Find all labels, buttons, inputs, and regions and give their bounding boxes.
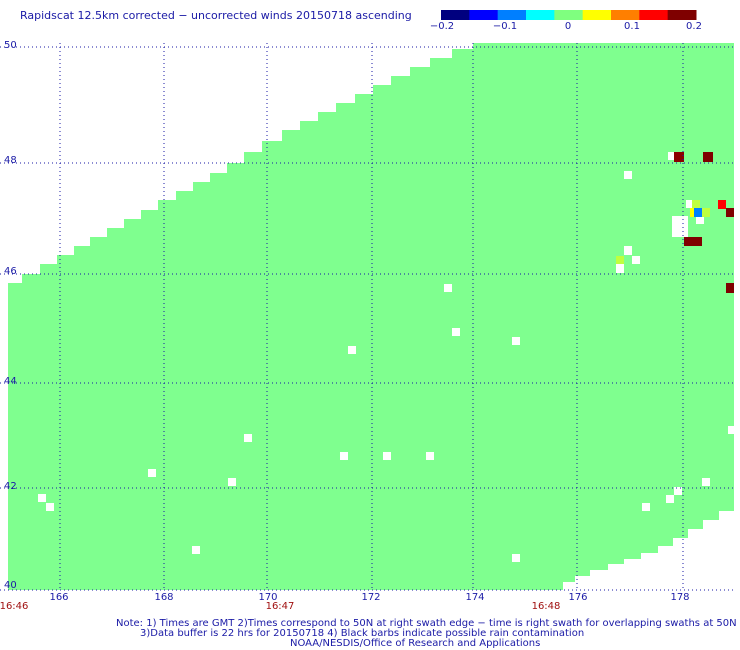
missing-data-cell	[148, 469, 156, 477]
longitude-label: 166	[49, 592, 69, 603]
missing-data-cell	[624, 171, 632, 179]
missing-data-cell	[348, 346, 356, 354]
missing-data-cell	[228, 478, 236, 486]
missing-data-cell	[38, 494, 46, 502]
time-label: 16:47	[265, 601, 295, 612]
longitude-label: 178	[670, 592, 690, 603]
missing-data-cell	[624, 246, 632, 255]
longitude-label: 174	[465, 592, 485, 603]
map-title: Rapidscat 12.5km corrected − uncorrected…	[20, 9, 412, 22]
colorbar-tick-label: 0	[564, 21, 572, 32]
colorbar-segment	[611, 10, 640, 20]
missing-data-cell	[452, 328, 460, 336]
missing-data-cell	[46, 503, 54, 511]
missing-data-cell	[632, 256, 640, 264]
wind-difference-cell	[692, 200, 700, 208]
longitude-label: 170	[258, 592, 278, 603]
colorbar	[441, 10, 697, 20]
latitude-label: 50	[4, 40, 17, 51]
missing-data-cell	[696, 216, 704, 224]
missing-data-cell	[512, 554, 520, 562]
missing-data-cell	[686, 200, 694, 208]
colorbar-segment	[526, 10, 555, 20]
missing-data-cell	[668, 152, 676, 160]
wind-difference-cell	[694, 208, 702, 217]
note-line: NOAA/NESDIS/Office of Research and Appli…	[290, 638, 541, 649]
missing-data-cell	[444, 284, 452, 292]
longitude-label: 172	[361, 592, 381, 603]
wind-difference-cell	[702, 208, 710, 217]
missing-data-cell	[340, 452, 348, 460]
colorbar-tick-label: −0.1	[492, 21, 518, 32]
colorbar-segment	[441, 10, 470, 20]
missing-data-cell	[702, 478, 710, 486]
colorbar-segment	[554, 10, 584, 20]
colorbar-segment	[469, 10, 499, 20]
missing-data-cell	[383, 452, 391, 460]
longitude-label: 168	[154, 592, 174, 603]
latitude-label: 42	[4, 481, 17, 492]
swath-coverage	[8, 43, 734, 590]
colorbar-tick-label: 0.1	[624, 21, 640, 32]
missing-data-cell	[426, 452, 434, 460]
wind-difference-cell	[726, 208, 734, 217]
colorbar-segment	[667, 10, 697, 20]
colorbar-tick-label: −0.2	[429, 21, 455, 32]
longitude-label: 176	[568, 592, 588, 603]
time-label: 16:46	[0, 601, 29, 612]
missing-data-cell	[728, 426, 734, 434]
colorbar-segment	[497, 10, 527, 20]
note-line: 3)Data buffer is 22 hrs for 20150718 4) …	[140, 628, 585, 639]
missing-data-cell	[192, 546, 200, 554]
wind-difference-cell	[674, 152, 684, 162]
missing-data-cell	[244, 434, 252, 442]
latitude-label: 48	[4, 155, 17, 166]
missing-data-cell	[512, 337, 520, 345]
missing-data-cell	[616, 264, 624, 273]
missing-data-cell	[674, 487, 682, 495]
colorbar-segment	[639, 10, 669, 20]
wind-difference-cell	[616, 256, 624, 264]
latitude-label: 44	[4, 376, 17, 387]
missing-data-cell	[672, 216, 688, 237]
colorbar-tick-label: 0.2	[686, 21, 702, 32]
note-line: Note: 1) Times are GMT 2)Times correspon…	[116, 618, 737, 629]
colorbar-segment	[582, 10, 612, 20]
missing-data-cell	[642, 503, 650, 511]
missing-data-cell	[666, 495, 674, 503]
wind-difference-cell	[684, 237, 702, 246]
latitude-label: 46	[4, 266, 17, 277]
wind-difference-cell	[703, 152, 713, 162]
time-label: 16:48	[531, 601, 561, 612]
latitude-label: 40	[4, 580, 17, 591]
wind-difference-cell	[718, 200, 726, 209]
wind-difference-cell	[726, 283, 734, 293]
